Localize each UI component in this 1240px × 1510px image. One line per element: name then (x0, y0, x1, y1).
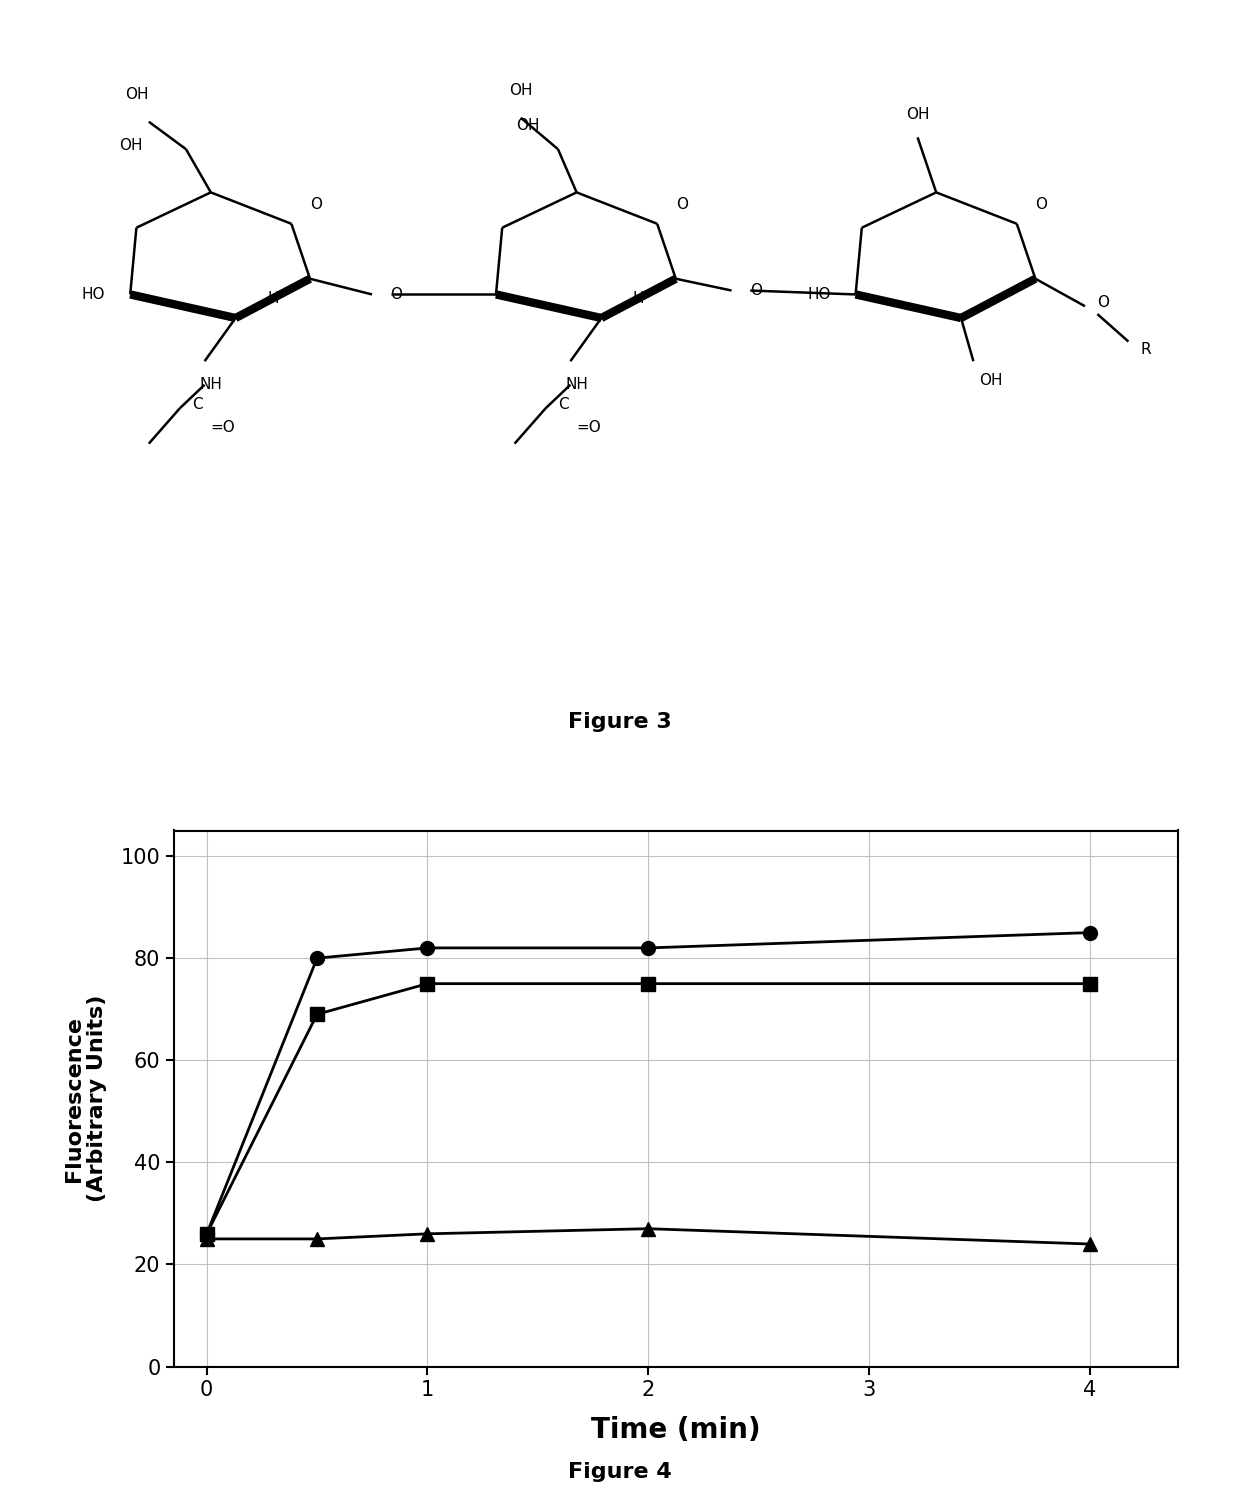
Text: OH: OH (516, 118, 539, 133)
Text: O: O (391, 287, 403, 302)
Text: OH: OH (906, 107, 929, 122)
Text: O: O (1035, 196, 1048, 211)
Text: O: O (1097, 294, 1110, 310)
Text: =O: =O (577, 420, 601, 435)
Text: Figure 3: Figure 3 (568, 713, 672, 732)
Y-axis label: Fluorescence
(Arbitrary Units): Fluorescence (Arbitrary Units) (63, 995, 107, 1202)
Text: H: H (267, 291, 279, 307)
Text: HO: HO (807, 287, 831, 302)
Text: H: H (632, 291, 645, 307)
Text: NH: NH (565, 378, 588, 393)
X-axis label: Time (min): Time (min) (591, 1416, 760, 1445)
Text: R: R (1141, 341, 1152, 356)
Text: O: O (750, 282, 763, 297)
Text: Figure 4: Figure 4 (568, 1462, 672, 1483)
Text: C: C (192, 397, 203, 412)
Text: OH: OH (125, 88, 148, 103)
Text: OH: OH (980, 373, 1003, 388)
Text: OH: OH (510, 83, 532, 98)
Text: =O: =O (211, 420, 236, 435)
Text: HO: HO (82, 287, 105, 302)
Text: C: C (558, 397, 569, 412)
Text: O: O (310, 196, 322, 211)
Text: O: O (676, 196, 688, 211)
Text: OH: OH (119, 137, 143, 153)
Text: NH: NH (200, 378, 222, 393)
